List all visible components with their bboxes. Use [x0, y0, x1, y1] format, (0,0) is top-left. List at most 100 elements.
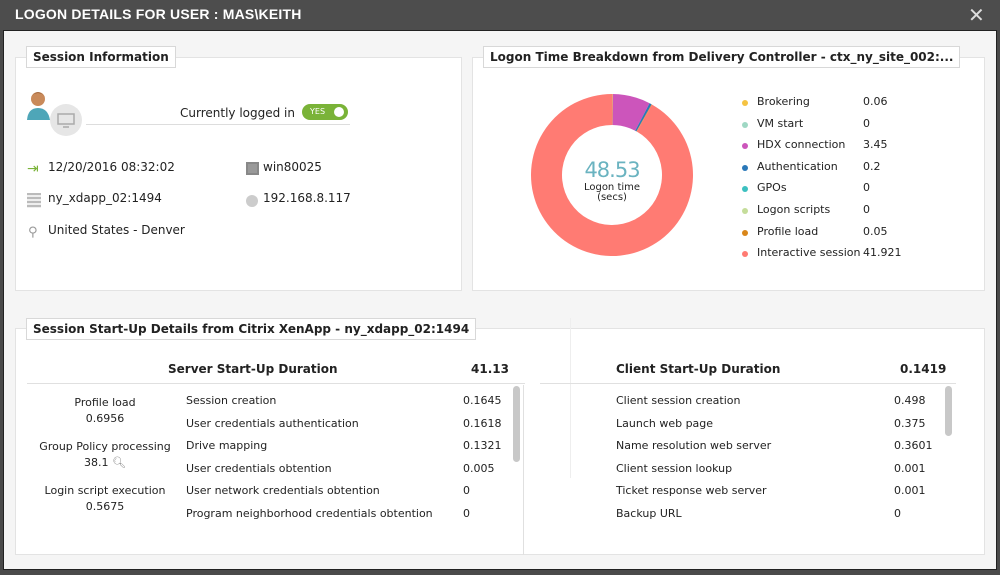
- row-value: 0.375: [894, 416, 926, 430]
- legend-label: GPOs: [757, 181, 787, 195]
- row-value: 0: [463, 507, 470, 520]
- startup-panel: [15, 328, 985, 555]
- legend-value: 0: [863, 181, 870, 195]
- row-value: 0: [894, 507, 901, 520]
- legend-label: Authentication: [757, 159, 838, 173]
- table-row: Client session lookup 0.001: [616, 461, 936, 479]
- legend-dot-icon: [742, 251, 748, 258]
- table-row: User credentials authentication 0.1618: [186, 416, 506, 434]
- logged-in-label: Currently logged in: [180, 106, 295, 120]
- row-name: Program neighborhood credentials obtenti…: [186, 507, 433, 520]
- logon-time: 12/20/2016 08:32:02: [48, 160, 175, 174]
- legend-value: 41.921: [863, 246, 902, 260]
- legend-dot-icon: [742, 186, 748, 193]
- logon-donut-chart: [531, 94, 693, 256]
- session-info-title: Session Information: [26, 46, 176, 68]
- client-scrollbar[interactable]: [945, 386, 952, 436]
- table-row: Name resolution web server 0.3601: [616, 438, 936, 456]
- donut-slice-authentication[interactable]: [635, 103, 652, 132]
- row-name: Client session lookup: [616, 461, 733, 475]
- client-startup-total: 0.1419: [900, 362, 947, 376]
- row-name: Session creation: [186, 394, 277, 407]
- legend-label: VM start: [757, 116, 804, 130]
- table-row: Ticket response web server 0.001: [616, 483, 936, 501]
- row-name: Drive mapping: [186, 439, 268, 453]
- table-row: Backup URL 0: [616, 506, 936, 524]
- summary-value: 38.1: [84, 456, 109, 469]
- machine-icon: [246, 162, 259, 175]
- title-bar: [0, 0, 1000, 30]
- legend-label: Interactive session: [757, 246, 861, 260]
- legend-dot-icon: [742, 143, 748, 150]
- summary-item: Login script execution 0.5675: [30, 484, 180, 513]
- divider: [86, 124, 350, 125]
- login-icon: ⇥: [27, 161, 39, 177]
- row-name: Backup URL: [616, 507, 682, 520]
- row-value: 0.001: [894, 484, 926, 498]
- row-value: 0.005: [463, 461, 495, 475]
- row-value: 0.498: [894, 394, 926, 407]
- row-name: User credentials obtention: [186, 461, 332, 475]
- legend-dot-icon: [742, 164, 748, 171]
- summary-label: Group Policy processing: [39, 440, 171, 453]
- legend-item: Interactive session 41.921: [740, 245, 940, 261]
- legend-item: HDX connection 3.45: [740, 137, 940, 153]
- legend-value: 0: [863, 203, 870, 216]
- logon-total: 48.53: [584, 158, 640, 182]
- table-row: Session creation 0.1645: [186, 393, 506, 411]
- table-row: Launch web page 0.375: [616, 416, 936, 434]
- donut-center: 48.53 Logon time (secs): [562, 158, 662, 203]
- row-value: 0.3601: [894, 439, 933, 453]
- server-startup-total: 41.13: [471, 362, 509, 376]
- server-name: ny_xdapp_02:1494: [48, 191, 162, 205]
- legend-item: Logon scripts 0: [740, 202, 940, 218]
- legend-label: HDX connection: [757, 138, 846, 152]
- summary-item: Group Policy processing 38.1 🔍︎: [30, 440, 180, 469]
- machine-name: win80025: [263, 160, 322, 174]
- row-name: User network credentials obtention: [186, 484, 380, 498]
- client-startup-header: Client Start-Up Duration: [616, 362, 781, 376]
- logon-time-label: Logon time: [583, 182, 641, 193]
- session-info-panel: [15, 57, 462, 291]
- ip-address: 192.168.8.117: [263, 191, 351, 205]
- table-row: User network credentials obtention 0: [186, 483, 506, 501]
- summary-item: Profile load 0.6956: [30, 396, 180, 425]
- startup-title: Session Start-Up Details from Citrix Xen…: [26, 318, 477, 340]
- breakdown-title: Logon Time Breakdown from Delivery Contr…: [483, 46, 961, 68]
- server-startup-header: Server Start-Up Duration: [168, 362, 338, 376]
- window-title: LOGON DETAILS FOR USER : MAS\KEITH: [15, 6, 302, 22]
- secs-label: (secs): [597, 192, 627, 203]
- table-row: Drive mapping 0.1321: [186, 438, 506, 456]
- legend-item: Profile load 0.05: [740, 224, 940, 240]
- donut-slice-brokering[interactable]: [612, 94, 613, 126]
- legend-value: 0.05: [863, 224, 888, 238]
- server-scrollbar[interactable]: [513, 386, 520, 462]
- legend-label: Logon scripts: [757, 203, 831, 216]
- summary-label: Profile load: [74, 396, 136, 409]
- close-icon[interactable]: ✕: [968, 3, 985, 27]
- summary-value: 0.5675: [85, 500, 125, 513]
- legend-label: Brokering: [757, 95, 810, 108]
- donut-slice-interactive-session[interactable]: [531, 94, 693, 256]
- row-name: Launch web page: [616, 416, 714, 430]
- location-icon: ⚲: [28, 225, 38, 240]
- row-name: Ticket response web server: [616, 484, 767, 498]
- donut-slice-hdx-connection[interactable]: [612, 94, 650, 131]
- legend-label: Profile load: [757, 224, 819, 238]
- server-icon: [27, 193, 41, 208]
- table-row: User credentials obtention 0.005: [186, 461, 506, 479]
- user-avatar-icon: [27, 92, 82, 136]
- logged-in-toggle[interactable]: YES: [302, 104, 348, 120]
- donut-slice-profile-load[interactable]: [636, 104, 653, 132]
- summary-value: 0.6956: [85, 412, 125, 425]
- legend-item: VM start 0: [740, 116, 940, 132]
- row-value: 0.001: [894, 461, 926, 475]
- legend-dot-icon: [742, 208, 748, 214]
- row-value: 0: [463, 484, 470, 498]
- legend-item: Authentication 0.2: [740, 159, 940, 175]
- row-name: User credentials authentication: [186, 416, 359, 430]
- table-row: Program neighborhood credentials obtenti…: [186, 506, 506, 524]
- row-name: Name resolution web server: [616, 439, 772, 453]
- search-icon[interactable]: 🔍︎: [112, 456, 126, 469]
- location: United States - Denver: [48, 223, 185, 237]
